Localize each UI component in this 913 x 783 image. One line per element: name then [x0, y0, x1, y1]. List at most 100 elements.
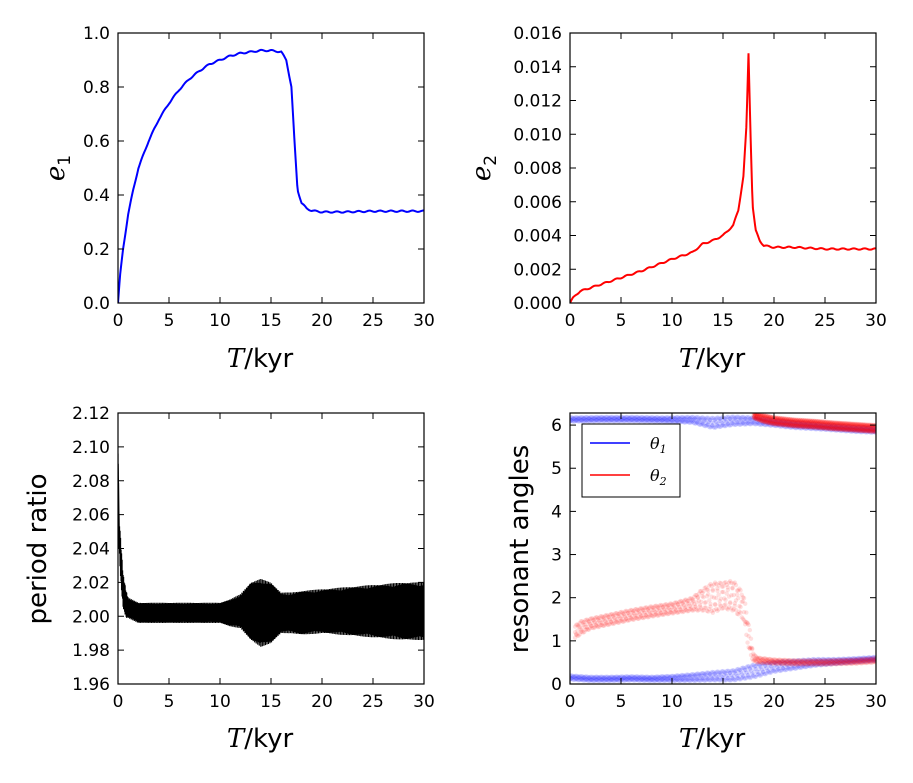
resonant-angles-point-1 [641, 678, 647, 684]
resonant-angles-point-1 [570, 677, 575, 682]
resonant-angles-point-1 [640, 676, 646, 681]
resonant-angles-point-1 [739, 675, 745, 681]
resonant-angles-point-1 [637, 678, 642, 683]
resonant-angles-xtick-label: 0 [565, 692, 576, 712]
resonant-angles-point-1 [674, 414, 680, 420]
resonant-angles-point-1 [616, 416, 621, 421]
e1-ytick-label: 0.6 [83, 132, 110, 152]
resonant-angles-point-1 [717, 672, 722, 677]
resonant-angles-point-1 [774, 668, 780, 673]
resonant-angles-point-1 [627, 415, 633, 420]
resonant-angles-point-1 [767, 661, 773, 667]
resonant-angles-panel: 0 5 10 15 20 25 30 0 1 2 3 4 5 6 [551, 412, 887, 712]
resonant-angles-point-1 [778, 668, 783, 674]
resonant-angles-point-1 [677, 420, 682, 425]
resonant-angles-point-1 [583, 678, 588, 683]
e1-xtick-label: 30 [413, 311, 435, 331]
resonant-angles-point-1 [601, 419, 607, 424]
resonant-angles-point-1 [849, 657, 854, 662]
e2-ytick-label: 0.002 [513, 260, 562, 280]
resonant-angles-point-1 [617, 418, 622, 424]
resonant-angles-point-1 [579, 414, 584, 420]
resonant-angles-point-1 [685, 672, 690, 677]
resonant-angles-point-1 [643, 678, 648, 683]
resonant-angles-point-1 [605, 674, 610, 680]
resonant-angles-point-1 [776, 666, 781, 671]
resonant-angles-point-1 [833, 658, 839, 663]
resonant-angles-point-1 [665, 418, 670, 424]
resonant-angles-point-1 [769, 664, 774, 669]
period-ratio-data [118, 453, 424, 647]
resonant-angles-point-1 [663, 416, 668, 422]
resonant-angles-point-1 [579, 676, 584, 682]
resonant-angles-point-1 [797, 658, 802, 663]
resonant-angles-point-1 [822, 656, 827, 662]
resonant-angles-point-1 [847, 658, 853, 663]
resonant-angles-point-1 [634, 677, 640, 682]
resonant-angles-point-1 [658, 678, 663, 683]
resonant-angles-point-1 [683, 678, 688, 684]
resonant-angles-point-1 [727, 670, 733, 676]
resonant-angles-point-1 [600, 418, 606, 424]
resonant-angles-point-1 [797, 665, 802, 670]
e2-ytick-label: 0.016 [513, 24, 562, 44]
e1-xtick-label: 5 [164, 311, 175, 331]
resonant-angles-point-1 [798, 659, 803, 664]
resonant-angles-point-1 [594, 677, 600, 682]
resonant-angles-point-1 [784, 662, 789, 667]
resonant-angles-point-1 [583, 674, 588, 679]
resonant-angles-point-1 [858, 659, 863, 665]
resonant-angles-point-1 [579, 673, 584, 679]
period-ratio-xtick-label: 20 [311, 692, 333, 712]
resonant-angles-point-1 [588, 417, 594, 423]
resonant-angles-point-1 [653, 674, 659, 679]
resonant-angles-point-1 [787, 667, 793, 672]
resonant-angles-point-1 [760, 669, 766, 674]
resonant-angles-point-1 [653, 415, 659, 420]
resonant-angles-point-1 [612, 675, 617, 681]
resonant-angles-point-1 [840, 659, 846, 664]
resonant-angles-point-1 [699, 675, 705, 681]
resonant-angles-point-1 [603, 414, 608, 420]
resonant-angles-point-1 [713, 673, 719, 678]
resonant-angles-point-1 [793, 660, 799, 665]
resonant-angles-point-1 [610, 418, 615, 423]
resonant-angles-point-1 [796, 664, 801, 669]
resonant-angles-point-1 [697, 672, 702, 677]
resonant-angles-point-1 [649, 678, 654, 683]
resonant-angles-point-1 [638, 416, 643, 422]
resonant-angles-point-1 [738, 677, 743, 682]
resonant-angles-point-1 [666, 674, 672, 679]
resonant-angles-point-1 [672, 674, 677, 680]
resonant-angles-point-1 [770, 659, 775, 665]
resonant-angles-point-1 [697, 678, 702, 683]
resonant-angles-point-1 [805, 662, 810, 667]
resonant-angles-point-1 [585, 415, 590, 420]
resonant-angles-point-1 [718, 670, 723, 675]
resonant-angles-point-1 [637, 675, 642, 680]
resonant-angles-point-1 [586, 675, 592, 680]
resonant-angles-point-1 [620, 674, 626, 679]
resonant-angles-point-1 [600, 676, 606, 681]
resonant-angles-point-1 [638, 674, 643, 679]
period-ratio-ytick-label: 2.06 [72, 506, 110, 526]
resonant-angles-point-1 [625, 414, 630, 420]
resonant-angles-point-1 [780, 658, 786, 664]
resonant-angles-point-1 [572, 419, 577, 424]
resonant-angles-point-1 [872, 654, 876, 660]
resonant-angles-point-1 [665, 415, 670, 420]
resonant-angles-point-1 [802, 661, 807, 667]
resonant-angles-point-1 [581, 415, 587, 421]
resonant-angles-point-1 [756, 669, 761, 675]
resonant-angles-point-1 [851, 659, 856, 664]
resonant-angles-point-1 [570, 676, 574, 681]
resonant-angles-point-1 [643, 674, 648, 680]
resonant-angles-point-1 [576, 674, 581, 679]
resonant-angles-point-1 [847, 660, 853, 665]
resonant-angles-point-1 [696, 675, 701, 680]
resonant-angles-point-1 [605, 676, 610, 682]
resonant-angles-point-1 [587, 676, 593, 681]
resonant-angles-point-1 [724, 673, 729, 679]
resonant-angles-point-1 [733, 671, 739, 676]
resonant-angles-point-1 [659, 677, 664, 682]
